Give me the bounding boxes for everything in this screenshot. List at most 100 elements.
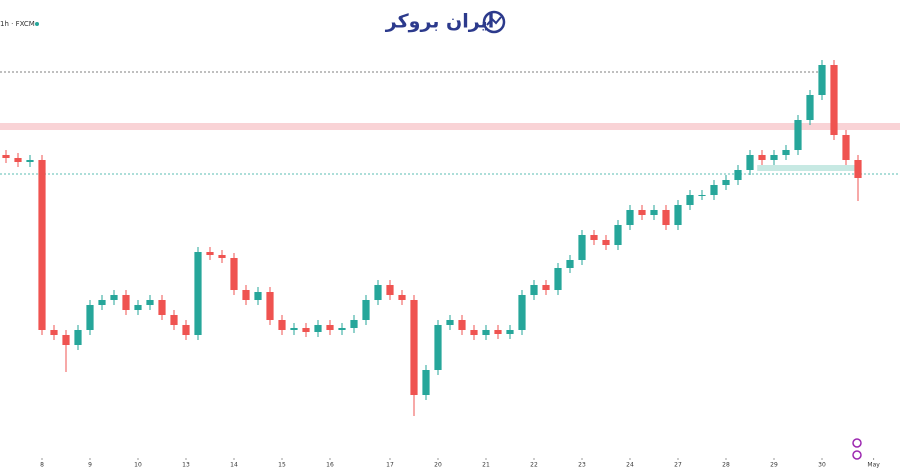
x-tick-label: 27	[674, 462, 682, 469]
x-tick-label: 8	[40, 462, 44, 469]
candle-body	[758, 155, 766, 160]
candle-body	[698, 195, 706, 196]
candle-body	[854, 160, 862, 178]
candle-body	[650, 210, 658, 215]
candle-body	[38, 160, 46, 330]
zone-band	[757, 165, 858, 171]
candle-body	[542, 285, 550, 290]
candle-body	[614, 225, 622, 245]
candle-body	[50, 330, 58, 335]
candle-body	[194, 252, 202, 335]
candle-body	[782, 150, 790, 155]
candle-body	[422, 370, 430, 395]
candle-body	[830, 65, 838, 135]
symbol-label: 1h · FXCM	[0, 20, 35, 28]
candle-body	[686, 195, 694, 205]
x-tick-label: 14	[230, 462, 238, 469]
x-tick-label: 23	[578, 462, 586, 469]
candle-body	[374, 285, 382, 300]
candle-body	[710, 185, 718, 195]
candle-body	[302, 328, 310, 332]
candle-body	[218, 255, 226, 258]
candle-body	[446, 320, 454, 325]
candle-body	[506, 330, 514, 334]
logo-icon	[482, 10, 506, 34]
candle-body	[86, 305, 94, 330]
candle-body	[662, 210, 670, 225]
candle-body	[794, 120, 802, 150]
candle-body	[590, 235, 598, 240]
x-tick-label: 17	[386, 462, 394, 469]
alert-icons	[852, 438, 862, 460]
candle-body	[26, 160, 34, 162]
candle-body	[98, 300, 106, 305]
candle-body	[530, 285, 538, 295]
x-tick-label: 28	[722, 462, 730, 469]
logo-box	[374, 0, 522, 42]
candle-body	[314, 325, 322, 332]
candle-body	[470, 330, 478, 335]
candle-body	[518, 295, 526, 330]
candle-body	[170, 315, 178, 325]
candle-body	[770, 155, 778, 160]
candle-body	[2, 155, 10, 158]
candle-body	[398, 295, 406, 300]
candle-body	[842, 135, 850, 160]
candle-body	[206, 252, 214, 255]
brand-name: ایران بروکر	[385, 11, 494, 33]
candle-body	[254, 292, 262, 300]
candle-body	[566, 260, 574, 268]
x-tick-label: 30	[818, 462, 826, 469]
candle-body	[14, 158, 22, 162]
candle-body	[290, 328, 298, 330]
candle-body	[722, 180, 730, 185]
candle-body	[122, 295, 130, 310]
candle-body	[338, 328, 346, 330]
x-tick-label: 9	[88, 462, 92, 469]
candle-body	[554, 268, 562, 290]
candle-body	[674, 205, 682, 225]
candle-body	[482, 330, 490, 335]
candle-body	[818, 65, 826, 95]
candle-body	[806, 95, 814, 120]
candle-body	[434, 325, 442, 370]
x-tick-label: 22	[530, 462, 538, 469]
candle-body	[230, 258, 238, 290]
x-tick-label: 15	[278, 462, 286, 469]
candle-body	[734, 170, 742, 180]
x-tick-label: 13	[182, 462, 190, 469]
candle-body	[578, 235, 586, 260]
candle-body	[386, 285, 394, 295]
zone-band	[0, 123, 900, 130]
candle-body	[410, 300, 418, 395]
candle-body	[74, 330, 82, 345]
candle-body	[602, 240, 610, 245]
candle-body	[746, 155, 754, 170]
candle-body	[626, 210, 634, 225]
brand-logo: ایران بروکر	[374, 0, 522, 42]
x-tick-label: 24	[626, 462, 634, 469]
x-tick-label: May	[867, 462, 880, 469]
candle-body	[266, 292, 274, 320]
candle-body	[134, 305, 142, 310]
candle-body	[158, 300, 166, 315]
x-tick-label: 10	[134, 462, 142, 469]
candle-body	[326, 325, 334, 330]
candle-body	[362, 300, 370, 320]
status-dot	[35, 22, 39, 26]
logo-icon-arrow	[486, 16, 502, 26]
x-tick-label: 21	[482, 462, 490, 469]
candle-body	[242, 290, 250, 300]
alert-icon	[852, 450, 862, 460]
candle-body	[62, 335, 70, 345]
x-tick-label: 16	[326, 462, 334, 469]
candle-body	[278, 320, 286, 330]
x-tick-label: 29	[770, 462, 778, 469]
candle-body	[458, 320, 466, 330]
candle-body	[350, 320, 358, 328]
alert-icon	[852, 438, 862, 448]
x-tick-label: 20	[434, 462, 442, 469]
candle-body	[146, 300, 154, 305]
candle-body	[638, 210, 646, 215]
